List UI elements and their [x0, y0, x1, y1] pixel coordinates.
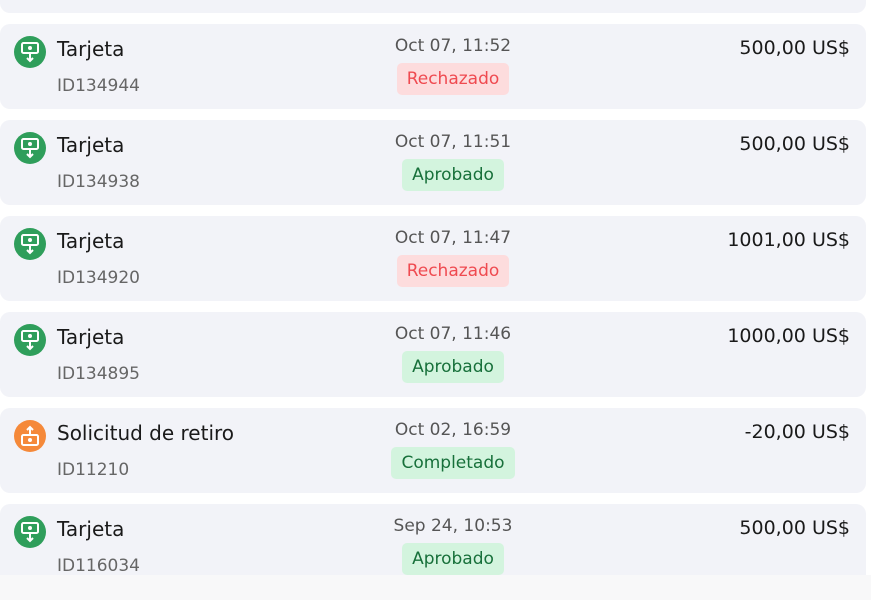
status-cell: Sep 24, 10:53 Aprobado [353, 516, 553, 575]
status-badge: Completado [391, 447, 515, 479]
transaction-amount: 1000,00 US$ [727, 325, 850, 347]
transaction-title: Tarjeta [57, 229, 125, 253]
transaction-id: ID134920 [57, 268, 140, 288]
transaction-title: Tarjeta [57, 133, 125, 157]
status-cell: Oct 02, 16:59 Completado [353, 420, 553, 479]
transaction-title: Tarjeta [57, 517, 125, 541]
transaction-id: ID134938 [57, 172, 140, 192]
status-badge: Aprobado [402, 159, 504, 191]
money-in-icon [14, 228, 46, 260]
transaction-title: Tarjeta [57, 325, 125, 349]
money-in-icon [14, 132, 46, 164]
status-cell: x [353, 0, 553, 4]
transaction-date: Oct 07, 11:52 [394, 36, 512, 56]
status-cell: Oct 07, 11:47 Rechazado [353, 228, 553, 287]
money-in-icon [14, 324, 46, 356]
transaction-amount: 500,00 US$ [739, 37, 850, 59]
status-badge: Rechazado [396, 63, 510, 95]
transaction-date: Sep 24, 10:53 [393, 516, 513, 536]
transaction-id: ID116034 [57, 556, 140, 576]
transaction-date: Oct 07, 11:51 [394, 132, 512, 152]
transaction-date: Oct 07, 11:47 [394, 228, 512, 248]
status-badge: Aprobado [402, 351, 504, 383]
transaction-card-partial[interactable]: x [0, 0, 866, 13]
transaction-amount: 500,00 US$ [739, 517, 850, 539]
status-cell: Oct 07, 11:51 Aprobado [353, 132, 553, 191]
transaction-card[interactable]: Tarjeta ID134938 Oct 07, 11:51 Aprobado … [0, 120, 866, 205]
status-cell: Oct 07, 11:52 Rechazado [353, 36, 553, 95]
status-badge: Aprobado [402, 543, 504, 575]
transaction-id: ID11210 [57, 460, 130, 480]
transaction-id: ID134895 [57, 364, 140, 384]
transaction-title: Tarjeta [57, 37, 125, 61]
transaction-date: Oct 07, 11:46 [394, 324, 512, 344]
money-out-icon [14, 420, 46, 452]
transaction-amount: 500,00 US$ [739, 133, 850, 155]
bottom-bar [0, 575, 871, 600]
transaction-card[interactable]: Tarjeta ID134920 Oct 07, 11:47 Rechazado… [0, 216, 866, 301]
status-cell: Oct 07, 11:46 Aprobado [353, 324, 553, 383]
transaction-title: Solicitud de retiro [57, 421, 235, 445]
transaction-card[interactable]: Tarjeta ID116034 Sep 24, 10:53 Aprobado … [0, 504, 866, 589]
money-in-icon [14, 36, 46, 68]
transaction-card[interactable]: Solicitud de retiro ID11210 Oct 02, 16:5… [0, 408, 866, 493]
transaction-card[interactable]: Tarjeta ID134895 Oct 07, 11:46 Aprobado … [0, 312, 866, 397]
money-in-icon [14, 516, 46, 548]
transaction-amount: -20,00 US$ [744, 421, 850, 443]
transaction-amount: 1001,00 US$ [727, 229, 850, 251]
transaction-date: Oct 02, 16:59 [394, 420, 512, 440]
transaction-id: ID134944 [57, 76, 140, 96]
transaction-card[interactable]: Tarjeta ID134944 Oct 07, 11:52 Rechazado… [0, 24, 866, 109]
status-badge: Rechazado [396, 255, 510, 287]
